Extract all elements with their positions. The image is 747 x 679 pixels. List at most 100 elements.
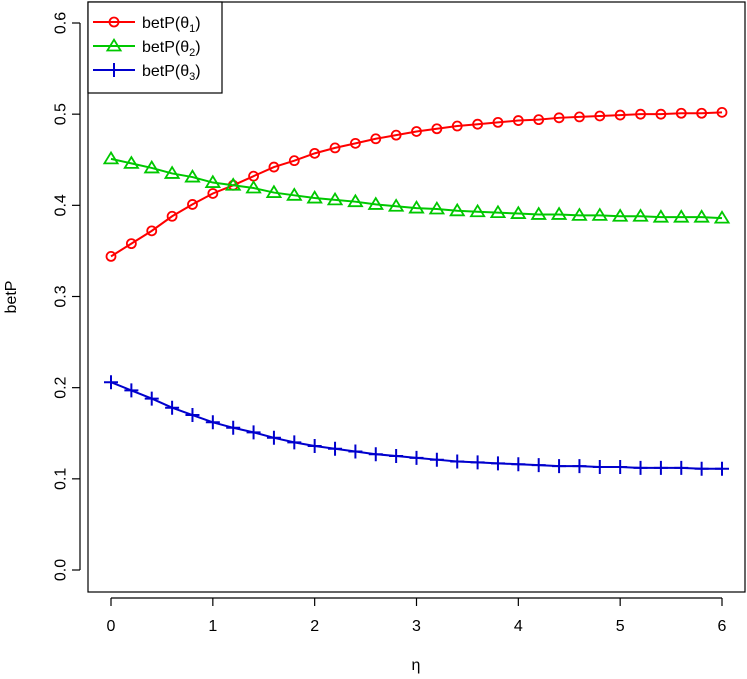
series-layer [102,106,731,476]
y-axis: 0.0 0.1 0.2 0.3 0.4 0.5 0.6 [53,12,81,581]
data-point [288,155,300,167]
data-point [125,238,137,250]
data-point [572,459,587,474]
x-axis-title: η [412,657,421,674]
data-point [428,200,446,215]
x-tick-label: 6 [718,618,727,635]
data-point [531,458,546,473]
data-point [632,208,649,222]
data-point [574,111,585,123]
data-point [146,225,158,237]
data-point [429,452,444,467]
x-axis: 0 1 2 3 4 5 6 [107,597,727,635]
data-point [163,165,181,179]
legend-label: betP(θ3) [142,63,201,83]
data-point [592,459,607,474]
data-point [492,116,504,128]
data-point [530,206,547,220]
data-point [348,444,363,459]
data-point [470,455,485,470]
y-tick-label: 0.0 [53,559,70,581]
data-point [552,459,567,474]
data-point [431,123,443,135]
data-point [613,459,628,474]
legend-item-2: betP(θ2) [93,37,201,59]
y-tick-label: 0.4 [53,194,70,216]
data-point [694,461,709,476]
data-point [655,108,667,120]
data-point [675,107,687,119]
data-point [166,210,178,222]
legend-label: betP(θ1) [142,15,201,35]
data-point [512,115,524,126]
legend-box [87,1,223,94]
data-point [185,408,200,423]
data-point [226,420,241,435]
data-point [108,16,120,28]
data-point [204,174,222,188]
data-point [184,169,201,183]
data-point [107,63,121,77]
data-point [653,460,668,475]
series-1 [105,106,728,262]
data-point [329,142,341,154]
x-tick-label: 5 [616,618,625,635]
data-point [245,179,262,194]
data-point [246,425,261,440]
data-point [349,137,361,149]
series-2 [102,150,731,224]
data-point [286,187,303,201]
data-point [306,190,323,204]
x-tick-label: 4 [514,618,523,635]
data-point [124,383,139,398]
data-point [510,205,527,219]
data-point [469,203,486,218]
data-point [187,199,198,210]
data-point [594,110,606,122]
y-tick-label: 0.5 [53,103,70,125]
data-point [207,188,219,199]
data-point [449,202,466,217]
x-tick-label: 3 [412,618,421,635]
series-3 [104,375,729,476]
data-point [144,391,159,406]
y-tick-label: 0.6 [53,12,70,34]
y-tick-label: 0.2 [53,376,70,398]
series-line [110,157,723,220]
data-point [411,126,422,137]
series-line [110,111,723,258]
data-point [268,161,280,173]
legend-item-3: betP(θ3) [93,63,201,83]
y-tick-label: 0.1 [53,468,70,490]
plot-frame [87,1,746,593]
data-point [693,209,710,223]
data-point [307,439,322,454]
data-point [368,447,383,462]
data-point [309,147,321,159]
data-point [105,37,123,52]
data-point [370,133,382,145]
x-tick-label: 2 [310,618,319,635]
y-tick-label: 0.3 [53,285,70,307]
data-point [408,200,425,214]
data-point [102,150,120,165]
legend-item-1: betP(θ1) [93,15,201,35]
data-point [123,155,140,169]
data-point [143,159,160,174]
x-tick-label: 1 [208,618,217,635]
y-axis-title: betP [3,281,20,314]
data-point [451,120,463,132]
data-point [287,435,302,450]
data-point [553,112,565,124]
data-point [165,400,180,415]
data-point [716,106,728,118]
data-point [387,198,405,212]
legend-label: betP(θ2) [142,39,201,59]
data-point [635,108,646,120]
data-point [489,204,507,219]
data-point [347,193,364,208]
data-point [633,460,648,475]
data-point [713,210,731,224]
data-point [409,450,424,465]
